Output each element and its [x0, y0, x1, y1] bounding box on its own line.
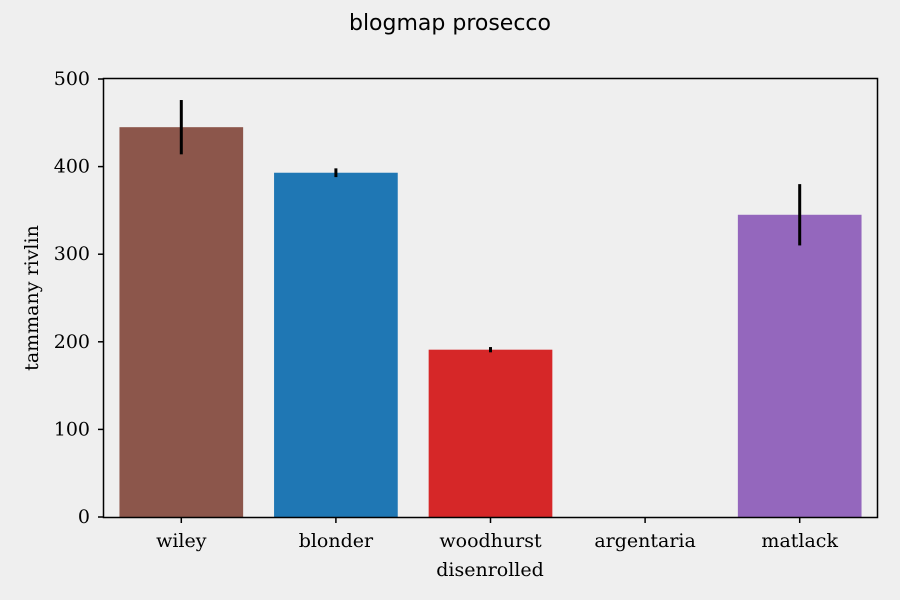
bar-wiley: [119, 127, 244, 518]
x-tick-label-wiley: wiley: [156, 530, 207, 552]
bar-matlack: [737, 214, 862, 517]
y-tick-label-100: 100: [54, 418, 90, 440]
x-axis: wiley blonder woodhurst argentaria matlack: [156, 517, 838, 552]
y-axis-label: tammany rivlin: [21, 225, 43, 371]
y-tick-label-300: 300: [54, 243, 90, 265]
y-tick-label-200: 200: [54, 331, 90, 353]
x-tick-label-argentaria: argentaria: [594, 530, 696, 552]
x-tick-label-woodhurst: woodhurst: [439, 530, 542, 552]
bar-woodhurst: [428, 349, 553, 517]
y-tick-label-400: 400: [54, 156, 90, 178]
x-tick-label-matlack: matlack: [761, 530, 838, 552]
x-tick-label-blonder: blonder: [299, 530, 374, 552]
bar-blonder: [274, 172, 398, 517]
x-axis-label: disenrolled: [436, 559, 544, 581]
error-bars-group: [179, 100, 802, 353]
chart-title: blogmap prosecco: [349, 11, 551, 36]
y-axis: 0 100 200 300 400 500: [54, 68, 104, 528]
y-tick-label-500: 500: [54, 68, 90, 90]
bars-group: [119, 127, 862, 518]
y-tick-label-0: 0: [78, 506, 90, 528]
